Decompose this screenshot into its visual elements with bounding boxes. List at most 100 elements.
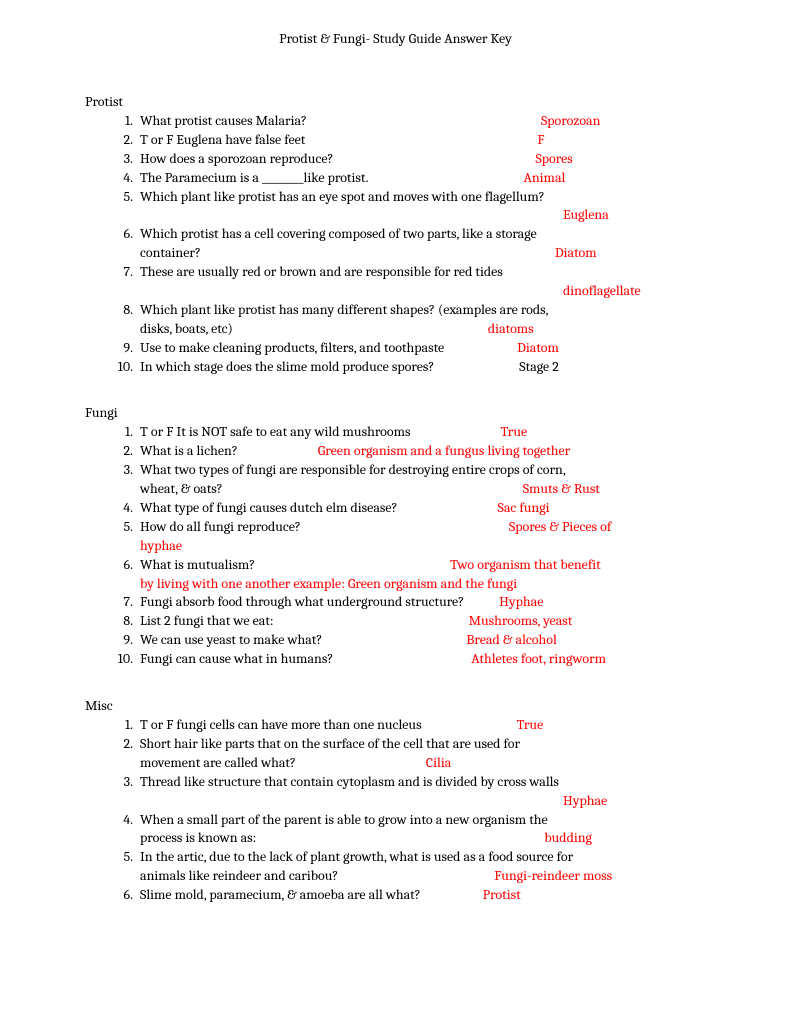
question-text: process is known as: [140, 829, 544, 848]
answer-text: Cilia [426, 754, 451, 771]
answer-text: Sporozoan [541, 112, 601, 129]
item-number: 9. [85, 339, 140, 358]
item-content: T or F It is NOT safe to eat any wild mu… [140, 423, 706, 442]
list-item: 2.What is a lichen?Green organism and a … [85, 442, 706, 461]
question-text: In the artic, due to the lack of plant g… [140, 848, 573, 865]
list-item: 4.The Paramecium is a ________like proti… [85, 169, 706, 188]
question-text: Fungi absorb food through what undergrou… [140, 593, 499, 612]
item-number: 2. [85, 442, 140, 461]
answer-text: Smuts & Rust [523, 480, 600, 497]
page-title: Protist & Fungi- Study Guide Answer Key [85, 30, 706, 47]
question-text: Use to make cleaning products, filters, … [140, 339, 517, 358]
question-text: disks, boats, etc) [140, 320, 488, 339]
list-item: 3.Thread like structure that contain cyt… [85, 773, 706, 811]
item-number: 7. [85, 263, 140, 282]
question-text: Fungi can cause what in humans? [140, 650, 471, 669]
item-number: 6. [85, 556, 140, 575]
question-text: What type of fungi causes dutch elm dise… [140, 499, 497, 518]
list-item: 6.What is mutualism?Two organism that be… [85, 556, 706, 594]
answer-text: Protist [483, 886, 521, 903]
section-items: 1.T or F fungi cells can have more than … [85, 716, 706, 905]
item-number: 1. [85, 423, 140, 442]
question-text: T or F Euglena have false feet [140, 131, 537, 150]
list-item: 2.T or F Euglena have false feetF [85, 131, 706, 150]
item-number: 3. [85, 773, 140, 792]
item-content: What type of fungi causes dutch elm dise… [140, 499, 706, 518]
item-number: 1. [85, 112, 140, 131]
question-text: Slime mold, paramecium, & amoeba are all… [140, 886, 483, 905]
item-content: Which plant like protist has an eye spot… [140, 188, 706, 226]
item-number: 5. [85, 518, 140, 537]
question-text: container? [140, 244, 555, 263]
list-item: 8.Which plant like protist has many diff… [85, 301, 706, 339]
item-number: 8. [85, 612, 140, 631]
question-text: In which stage does the slime mold produ… [140, 358, 519, 377]
list-item: 10.In which stage does the slime mold pr… [85, 358, 706, 377]
item-content: In the artic, due to the lack of plant g… [140, 848, 706, 886]
section-items: 1.What protist causes Malaria?Sporozoan2… [85, 112, 706, 376]
list-item: 8. List 2 fungi that we eat:Mushrooms, y… [85, 612, 706, 631]
answer-text: Spores [535, 150, 572, 167]
question-text: What is mutualism? [140, 556, 450, 575]
item-content: Which plant like protist has many differ… [140, 301, 706, 339]
item-content: How does a sporozoan reproduce?Spores [140, 150, 706, 169]
list-item: 3.How does a sporozoan reproduce?Spores [85, 150, 706, 169]
answer-text: Animal [523, 169, 565, 186]
question-text: Which plant like protist has an eye spot… [140, 188, 545, 205]
page-container: Protist & Fungi- Study Guide Answer Key … [0, 0, 791, 945]
list-item: 1.What protist causes Malaria?Sporozoan [85, 112, 706, 131]
item-content: In which stage does the slime mold produ… [140, 358, 706, 377]
item-number: 7. [85, 593, 140, 612]
item-content: T or F fungi cells can have more than on… [140, 716, 706, 735]
question-text: Thread like structure that contain cytop… [140, 773, 559, 790]
list-item: 5.How do all fungi reproduce?Spores & Pi… [85, 518, 706, 556]
item-content: What protist causes Malaria?Sporozoan [140, 112, 706, 131]
question-text: movement are called what? [140, 754, 426, 773]
item-content: Fungi can cause what in humans?Athletes … [140, 650, 706, 669]
question-text: Which protist has a cell covering compos… [140, 225, 537, 242]
item-number: 9. [85, 631, 140, 650]
list-item: 2.Short hair like parts that on the surf… [85, 735, 706, 773]
question-text: T or F It is NOT safe to eat any wild mu… [140, 423, 500, 442]
item-number: 1. [85, 716, 140, 735]
answer-text: Athletes foot, ringworm [471, 650, 606, 667]
answer-text: Two organism that benefit [450, 556, 601, 573]
item-number: 5. [85, 848, 140, 867]
question-text: How do all fungi reproduce? [140, 518, 509, 537]
item-content: Thread like structure that contain cytop… [140, 773, 706, 811]
answer-text: Fungi-reindeer moss [494, 867, 612, 884]
section-heading: Misc [85, 697, 706, 714]
item-content: What is a lichen?Green organism and a fu… [140, 442, 706, 461]
answer-text: by living with one another example: Gree… [140, 575, 517, 592]
item-content: The Paramecium is a ________like protist… [140, 169, 706, 188]
section-heading: Fungi [85, 404, 706, 421]
answer-text: Diatom [517, 339, 559, 356]
list-item: 9. We can use yeast to make what?Bread &… [85, 631, 706, 650]
item-number: 4. [85, 811, 140, 830]
list-item: 4.When a small part of the parent is abl… [85, 811, 706, 849]
list-item: 1.T or F It is NOT safe to eat any wild … [85, 423, 706, 442]
question-text: These are usually red or brown and are r… [140, 263, 503, 280]
list-item: 4.What type of fungi causes dutch elm di… [85, 499, 706, 518]
item-content: We can use yeast to make what?Bread & al… [140, 631, 706, 650]
list-item: 6.Slime mold, paramecium, & amoeba are a… [85, 886, 706, 905]
list-item: 7.These are usually red or brown and are… [85, 263, 706, 301]
question-text: Which plant like protist has many differ… [140, 301, 549, 318]
item-content: Which protist has a cell covering compos… [140, 225, 706, 263]
list-item: 3.What two types of fungi are responsibl… [85, 461, 706, 499]
item-number: 4. [85, 499, 140, 518]
item-content: Use to make cleaning products, filters, … [140, 339, 706, 358]
list-item: 10. Fungi can cause what in humans?Athle… [85, 650, 706, 669]
item-number: 6. [85, 225, 140, 244]
question-text: The Paramecium is a ________like protist… [140, 169, 523, 188]
item-number: 4. [85, 169, 140, 188]
answer-text: True [500, 423, 527, 440]
answer-text: Diatom [555, 244, 597, 261]
answer-text: budding [544, 829, 592, 846]
item-number: 2. [85, 131, 140, 150]
question-text: Stage 2 [519, 358, 559, 375]
item-content: List 2 fungi that we eat:Mushrooms, yeas… [140, 612, 706, 631]
question-text: animals like reindeer and caribou? [140, 867, 494, 886]
answer-text: Bread & alcohol [466, 631, 557, 648]
answer-text: F [537, 131, 544, 148]
